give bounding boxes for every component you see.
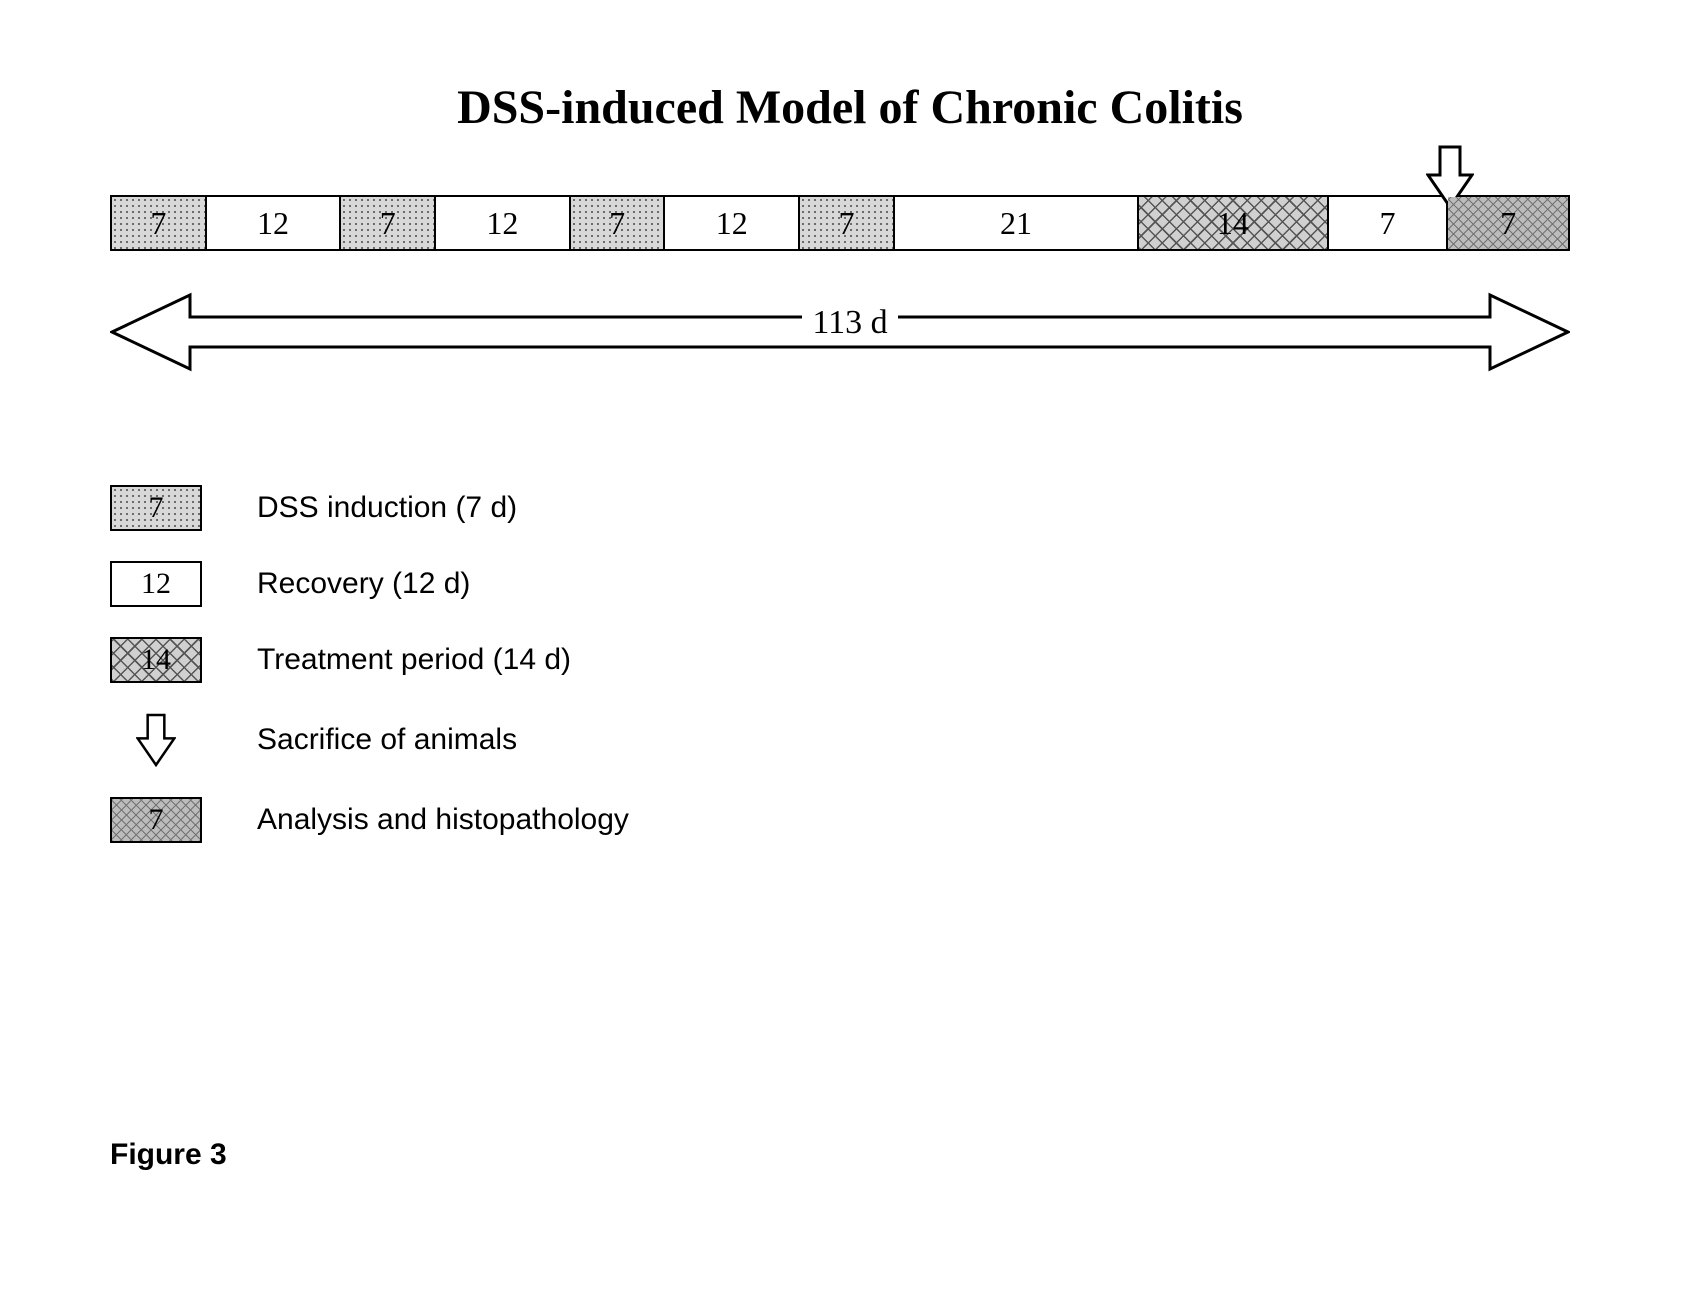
legend-text: Analysis and histopathology (257, 803, 629, 837)
timeline-seg-label: 7 (838, 205, 854, 242)
timeline-bar: 7 12 7 12 7 12 7 21 14 7 7 (110, 195, 1570, 251)
legend-row-3: Sacrifice of animals (110, 713, 1590, 767)
timeline-seg-3: 12 (436, 197, 571, 249)
legend-swatch-treat: 14 (110, 637, 202, 683)
timeline-seg-label: 7 (150, 205, 166, 242)
timeline-seg-label: 12 (716, 205, 748, 242)
timeline-seg-0: 7 (112, 197, 207, 249)
legend-row-0: 7 DSS induction (7 d) (110, 485, 1590, 531)
legend-text: Treatment period (14 d) (257, 643, 571, 677)
legend-row-4: 7 Analysis and histopathology (110, 797, 1590, 843)
timeline-seg-10: 7 (1448, 197, 1568, 249)
timeline-seg-2: 7 (341, 197, 436, 249)
timeline-seg-label: 12 (257, 205, 289, 242)
legend-text: Sacrifice of animals (257, 723, 517, 757)
legend-text: Recovery (12 d) (257, 567, 470, 601)
timeline-seg-label: 21 (1000, 205, 1032, 242)
legend-swatch-analysis: 7 (110, 797, 202, 843)
timeline-seg-1: 12 (207, 197, 342, 249)
timeline-seg-label: 7 (1500, 205, 1516, 242)
timeline-seg-4: 7 (571, 197, 666, 249)
legend-swatch-label: 12 (141, 567, 171, 601)
timeline-seg-8: 14 (1139, 197, 1328, 249)
legend-swatch-label: 7 (149, 491, 164, 525)
timeline-seg-label: 7 (1379, 205, 1395, 242)
legend-row-1: 12 Recovery (12 d) (110, 561, 1590, 607)
legend-text: DSS induction (7 d) (257, 491, 517, 525)
timeline-seg-5: 12 (665, 197, 800, 249)
legend-swatch-label: 14 (141, 643, 171, 677)
legend-swatch-label: 7 (149, 803, 164, 837)
legend-row-2: 14 Treatment period (14 d) (110, 637, 1590, 683)
diagram-root: DSS-induced Model of Chronic Colitis 7 12… (110, 80, 1590, 873)
diagram-title: DSS-induced Model of Chronic Colitis (110, 80, 1590, 135)
legend-swatch-recovery: 12 (110, 561, 202, 607)
timeline-seg-label: 12 (486, 205, 518, 242)
timeline-seg-label: 7 (609, 205, 625, 242)
figure-caption: Figure 3 (110, 1138, 227, 1172)
timeline-area: 7 12 7 12 7 12 7 21 14 7 7 113 d (110, 195, 1590, 395)
timeline-seg-7: 21 (895, 197, 1139, 249)
timeline-seg-label: 14 (1217, 205, 1249, 242)
total-days-arrow: 113 d (110, 287, 1590, 377)
legend-swatch-dss: 7 (110, 485, 202, 531)
total-days-label: 113 d (802, 304, 897, 342)
timeline-seg-label: 7 (380, 205, 396, 242)
timeline-seg-6: 7 (800, 197, 895, 249)
legend: 7 DSS induction (7 d) 12 Recovery (12 d) 14 T… (110, 485, 1590, 843)
legend-sacrifice-arrow-icon (110, 713, 202, 767)
